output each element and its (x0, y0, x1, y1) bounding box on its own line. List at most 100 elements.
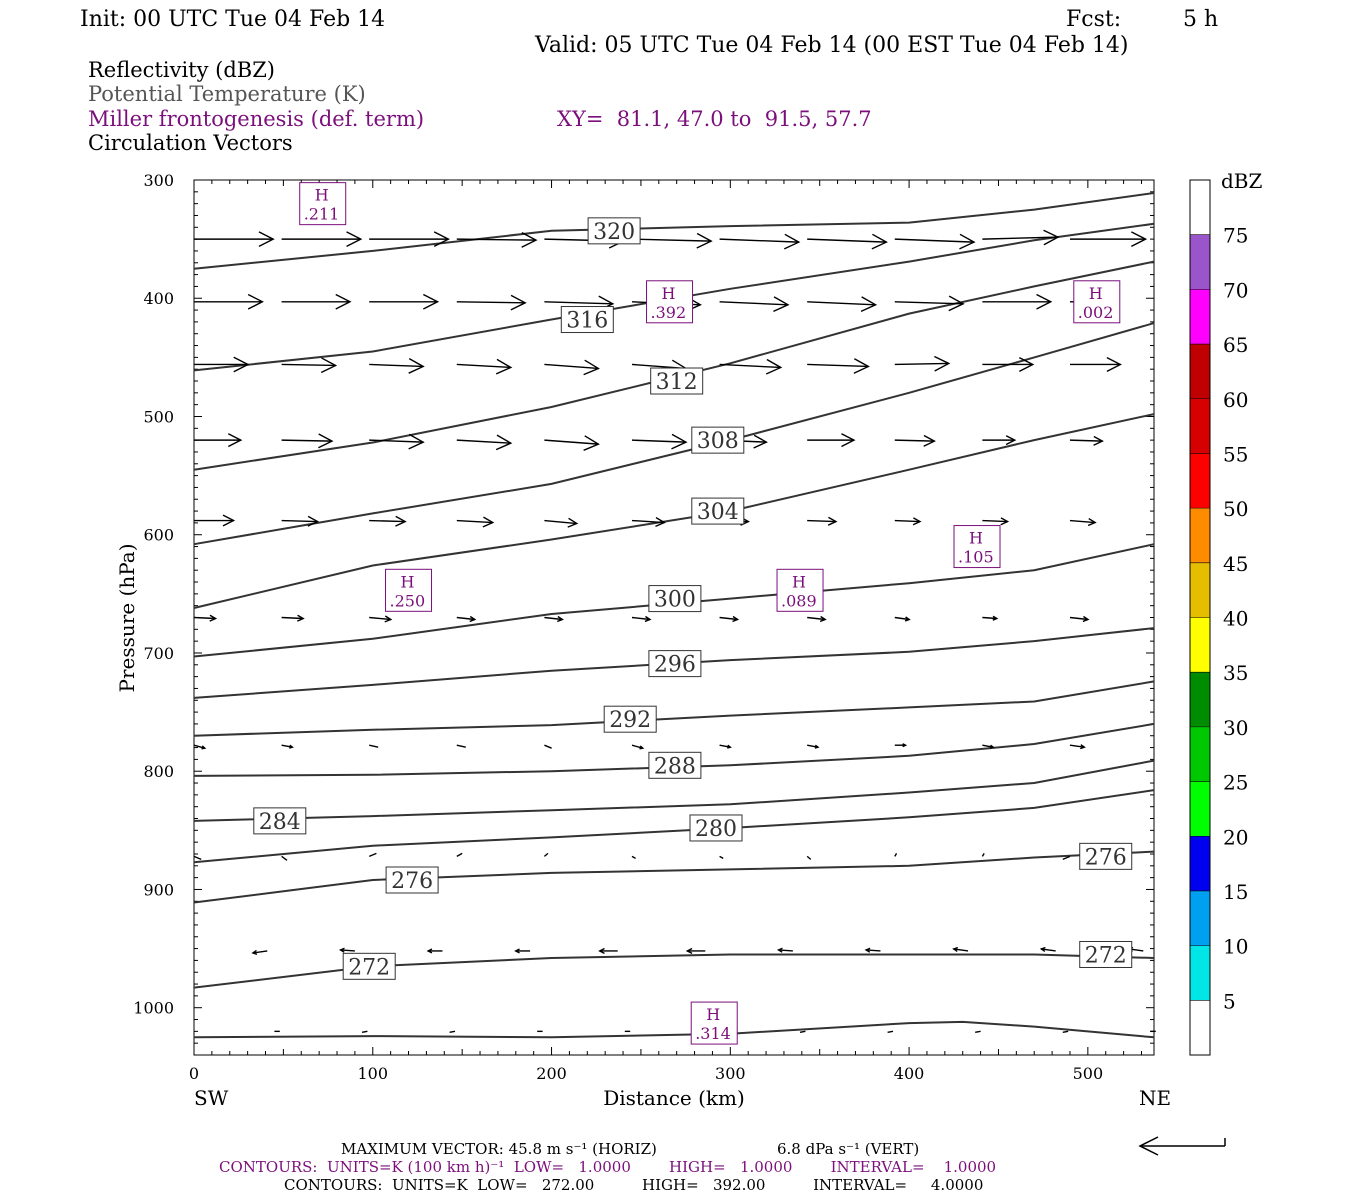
circulation-vector (894, 434, 936, 447)
circulation-vector (719, 615, 740, 623)
frontogenesis-high: H.392 (646, 280, 694, 324)
contour-label-box (648, 650, 702, 678)
x-tick-label: 500 (1073, 1064, 1104, 1083)
circulation-vector (456, 232, 538, 248)
circulation-vector (361, 1030, 368, 1034)
circulation-vectors (193, 229, 1156, 1034)
circulation-vector (193, 744, 207, 750)
sw-endpoint-label: SW (194, 1086, 229, 1110)
contour-label: 308 (697, 429, 739, 454)
circulation-vector (894, 616, 911, 622)
circulation-vector (719, 855, 724, 859)
colorbar-label: 40 (1223, 607, 1248, 631)
high-value: .105 (958, 548, 994, 567)
contour-label: 276 (391, 869, 433, 894)
circulation-vector (369, 615, 393, 623)
theta-contour-284 (193, 759, 1155, 822)
circulation-vector (194, 293, 264, 310)
colorbar-label: 30 (1223, 716, 1248, 740)
colorbar-segment (1190, 398, 1210, 454)
high-marker: H (1089, 284, 1103, 303)
colorbar-segment (1190, 672, 1210, 727)
circulation-vector (807, 433, 856, 448)
high-marker: H (401, 572, 415, 591)
contour-label: 276 (1085, 845, 1127, 870)
contour-label-box (1079, 940, 1133, 968)
contour-label: 288 (654, 754, 696, 779)
circulation-vector (544, 435, 600, 451)
circulation-vector (894, 295, 965, 312)
init-time: Init: 00 UTC Tue 04 Feb 14 (80, 7, 385, 32)
circulation-vector (193, 614, 218, 622)
circulation-vector (543, 852, 549, 857)
colorbar-segment (1190, 562, 1210, 618)
contour-label: 272 (348, 955, 390, 980)
circulation-vector (894, 355, 951, 372)
colorbar-label: 10 (1223, 935, 1248, 959)
x-tick-label: 0 (189, 1064, 199, 1083)
circulation-vector (1069, 615, 1090, 623)
colorbar-label: 35 (1223, 661, 1248, 685)
circulation-vector (281, 744, 294, 749)
colorbar-label: 65 (1223, 333, 1248, 357)
colorbar-segment (1190, 945, 1210, 1001)
high-box (776, 568, 824, 612)
x-tick-label: 300 (715, 1064, 746, 1083)
circulation-vector (631, 516, 666, 528)
circulation-vector (369, 293, 440, 310)
circulation-vector (894, 233, 976, 250)
colorbar-segment (1190, 180, 1210, 235)
circulation-vector (1039, 946, 1056, 953)
circulation-vector (807, 744, 820, 749)
circulation-vector (456, 358, 513, 375)
contour-label: 316 (566, 309, 608, 334)
field-potential-temperature: Potential Temperature (K) (88, 82, 366, 106)
circulation-vector (456, 294, 527, 311)
high-marker: H (969, 529, 983, 548)
frontogenesis-contour-info: CONTOURS: UNITS=K (100 km h)⁻¹ LOW= 1.00… (219, 1158, 996, 1176)
colorbar-segment (1190, 508, 1210, 563)
circulation-vector (719, 296, 790, 313)
contour-label-box (342, 952, 396, 980)
circulation-vector (1062, 855, 1071, 860)
circulation-vector (368, 852, 377, 857)
y-tick-label: 600 (143, 526, 174, 545)
theta-contour-320 (193, 192, 1155, 270)
contour-label-box (385, 866, 439, 894)
circulation-vector (426, 948, 443, 954)
colorbar-label: 15 (1223, 880, 1248, 904)
circulation-vector (887, 1030, 894, 1034)
circulation-vector (281, 357, 338, 374)
high-marker: H (662, 284, 676, 303)
circulation-vector (685, 947, 706, 955)
circulation-vector (894, 517, 922, 526)
frontogenesis-high: H.089 (776, 568, 824, 612)
high-box (646, 280, 694, 324)
contour-label-box (560, 306, 614, 334)
colorbar-unit: dBZ (1221, 169, 1263, 193)
circulation-vector (1069, 231, 1148, 248)
frontogenesis-high: H.002 (1073, 280, 1121, 324)
colorbar-segment (1190, 836, 1210, 891)
x-tick-label: 100 (357, 1064, 388, 1083)
circulation-vector (281, 515, 320, 527)
colorbar-segment (1190, 453, 1210, 509)
circulation-vector (631, 232, 713, 249)
circulation-vector (1069, 356, 1122, 372)
circulation-vector (807, 233, 888, 250)
y-tick-label: 900 (143, 880, 174, 899)
contour-label-box (603, 705, 657, 733)
contour-label-box (648, 751, 702, 779)
circulation-vector (982, 744, 995, 749)
circulation-vector (807, 615, 827, 623)
circulation-vector (982, 435, 1017, 446)
field-circulation-vectors: Circulation Vectors (88, 131, 293, 155)
circulation-vector (981, 852, 985, 857)
colorbar-label: 55 (1223, 442, 1248, 466)
valid-time: Valid: 05 UTC Tue 04 Feb 14 (00 EST Tue … (534, 33, 1129, 58)
forecast-label: Fcst: (1066, 7, 1121, 32)
circulation-vector (894, 852, 898, 857)
circulation-vector (982, 229, 1060, 246)
circulation-vector (631, 744, 645, 750)
circulation-vector (544, 517, 579, 528)
